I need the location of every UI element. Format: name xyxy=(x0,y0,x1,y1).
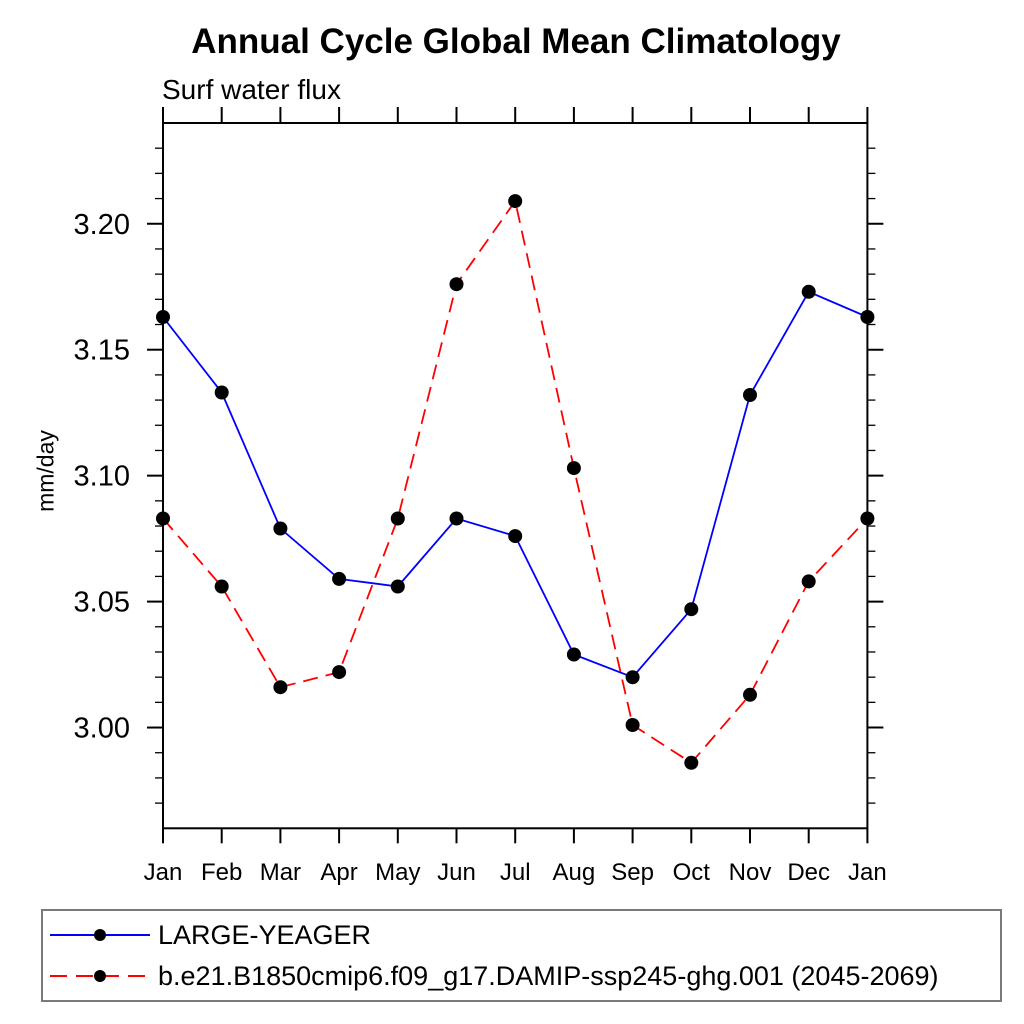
legend-marker-icon xyxy=(94,929,106,941)
data-point-marker xyxy=(743,687,757,702)
data-point-marker xyxy=(214,385,229,400)
data-point-marker xyxy=(625,718,640,732)
data-point-marker xyxy=(508,194,523,209)
data-point-marker xyxy=(684,602,699,617)
legend-marker-icon xyxy=(94,970,106,982)
data-point-marker xyxy=(390,579,405,594)
data-point-marker xyxy=(743,388,757,402)
series-line-0 xyxy=(162,290,868,679)
month-label: Jun xyxy=(437,859,476,886)
month-label: Nov xyxy=(729,859,772,886)
month-label: Feb xyxy=(201,859,242,886)
data-point-marker xyxy=(508,529,523,544)
data-point-marker xyxy=(332,571,347,586)
y-axis-tick-label: 3.15 xyxy=(74,335,130,367)
chart-subtitle: Surf water flux xyxy=(162,74,341,105)
plot-frame xyxy=(162,122,869,830)
month-label: May xyxy=(375,859,420,886)
data-point-marker xyxy=(390,511,405,526)
data-point-marker xyxy=(566,647,581,662)
data-point-marker xyxy=(332,665,347,680)
legend-row-series-1: b.e21.B1850cmip6.f09_g17.DAMIP-ssp245-gh… xyxy=(47,956,1000,997)
y-axis-tick-label: 3.00 xyxy=(74,713,130,745)
data-point-marker xyxy=(801,284,816,299)
data-point-marker xyxy=(801,574,816,589)
y-axis-tick-label: 3.10 xyxy=(74,461,130,493)
month-label: Jan xyxy=(144,859,183,886)
data-point-marker xyxy=(860,511,875,526)
month-label: Mar xyxy=(260,859,301,886)
legend-label-series-1: b.e21.B1850cmip6.f09_g17.DAMIP-ssp245-gh… xyxy=(158,960,939,991)
data-point-marker xyxy=(214,579,229,594)
legend-line-sample-dashed xyxy=(50,970,150,982)
legend-box: LARGE-YEAGER b.e21.B1850cmip6.f09_g17.DA… xyxy=(41,909,1002,1002)
month-label: Jan xyxy=(848,859,887,886)
chart-title: Annual Cycle Global Mean Climatology xyxy=(191,22,841,61)
month-label: Aug xyxy=(553,859,596,886)
legend-label-series-0: LARGE-YEAGER xyxy=(158,919,372,950)
data-point-marker xyxy=(860,310,875,324)
legend-row-series-0: LARGE-YEAGER xyxy=(47,915,1000,956)
data-point-marker xyxy=(449,511,464,526)
month-label: Jul xyxy=(500,859,531,886)
data-point-marker xyxy=(156,310,170,324)
data-point-marker xyxy=(273,680,288,695)
legend-line-sample-solid xyxy=(50,929,150,941)
month-label: Sep xyxy=(611,859,654,886)
month-label: Apr xyxy=(320,859,357,886)
month-label: Dec xyxy=(787,859,830,886)
y-axis-tick-label: 3.05 xyxy=(74,587,130,619)
data-point-marker xyxy=(156,511,170,526)
data-point-marker xyxy=(625,670,640,685)
series-line-1 xyxy=(162,198,869,764)
data-point-marker xyxy=(449,277,464,292)
data-point-marker xyxy=(684,755,699,770)
data-point-marker xyxy=(273,521,288,536)
y-axis-tick-label: 3.20 xyxy=(74,209,130,241)
month-label: Oct xyxy=(673,859,711,886)
data-point-marker xyxy=(566,461,581,476)
